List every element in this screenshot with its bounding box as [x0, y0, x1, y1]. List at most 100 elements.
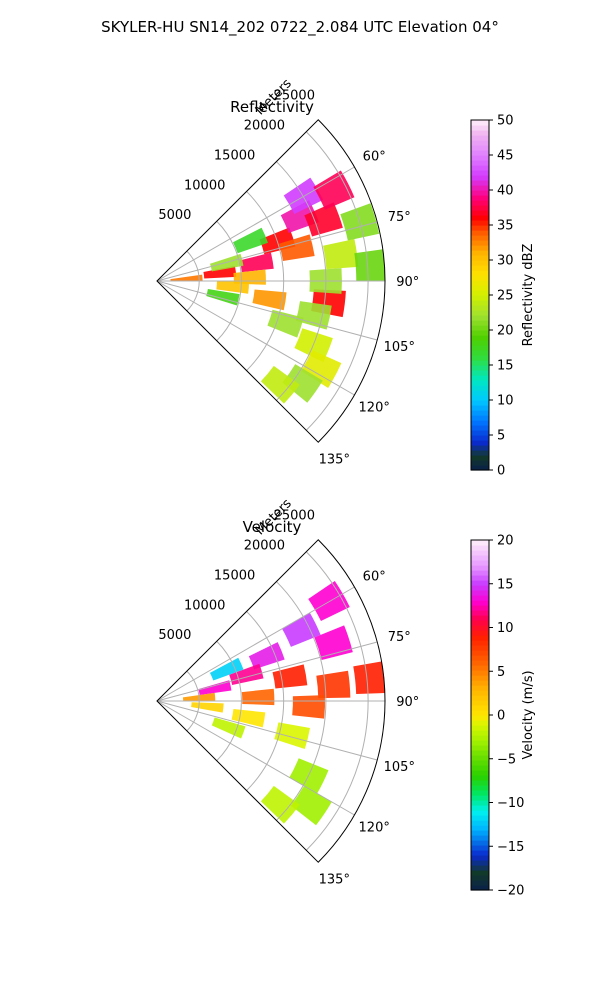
reflectivity-azimuth-spoke — [156, 166, 355, 282]
velocity-colorbar-swatch — [471, 810, 489, 816]
velocity-colorbar-swatch — [471, 575, 489, 581]
velocity-colorbar-swatch — [471, 580, 489, 586]
reflectivity-azimuth-tick-label: 60° — [363, 150, 386, 165]
reflectivity-colorbar-tick-label: 10 — [497, 394, 514, 409]
reflectivity-data-cell — [252, 289, 287, 311]
velocity-colorbar-tick-label: 0 — [497, 709, 505, 724]
reflectivity-colorbar-swatch — [471, 185, 489, 191]
reflectivity-colorbar-swatch — [471, 155, 489, 161]
reflectivity-data-cell — [313, 170, 355, 210]
reflectivity-colorbar-swatch — [471, 325, 489, 331]
velocity-colorbar-swatch — [471, 745, 489, 751]
velocity-colorbar-swatch — [471, 590, 489, 596]
velocity-colorbar-swatch — [471, 840, 489, 846]
velocity-range-tick-label: 20000 — [244, 539, 285, 554]
velocity-sector-outline — [156, 539, 386, 863]
velocity-colorbar-swatch — [471, 830, 489, 836]
velocity-colorbar-swatch — [471, 785, 489, 791]
velocity-data-cell — [308, 581, 350, 622]
reflectivity-panel: 500010000150002000025000Meters60°75°90°1… — [156, 76, 536, 479]
velocity-colorbar-swatch — [471, 720, 489, 726]
reflectivity-data-cell — [232, 227, 268, 254]
reflectivity-colorbar-tick-label: 30 — [497, 254, 514, 269]
reflectivity-azimuth-spoke — [156, 280, 378, 341]
reflectivity-colorbar-swatch — [471, 220, 489, 226]
reflectivity-colorbar-swatch — [471, 380, 489, 386]
velocity-data-cell — [209, 657, 244, 681]
velocity-colorbar-label: Velocity (m/s) — [521, 670, 536, 759]
velocity-data-cell — [260, 785, 300, 824]
reflectivity-colorbar-tick-label: 25 — [497, 289, 514, 304]
reflectivity-colorbar-swatch — [471, 150, 489, 156]
reflectivity-colorbar-swatch — [471, 450, 489, 456]
velocity-data-cell — [211, 717, 246, 739]
velocity-colorbar-swatch — [471, 710, 489, 716]
reflectivity-colorbar-swatch — [471, 175, 489, 181]
reflectivity-range-tick-label: 5000 — [158, 208, 191, 223]
reflectivity-data-field — [170, 170, 385, 404]
reflectivity-colorbar-swatch — [471, 435, 489, 441]
velocity-colorbar-tick-label: 20 — [497, 534, 514, 549]
velocity-colorbar-tick-label: −15 — [497, 840, 524, 855]
reflectivity-data-cell — [304, 202, 343, 237]
velocity-colorbar-swatch — [471, 855, 489, 861]
velocity-colorbar-swatch — [471, 615, 489, 621]
reflectivity-colorbar-swatch — [471, 330, 489, 336]
velocity-colorbar-swatch — [471, 540, 489, 546]
velocity-range-tick-label: 10000 — [184, 598, 225, 613]
reflectivity-colorbar-swatch — [471, 460, 489, 466]
velocity-colorbar-swatch — [471, 650, 489, 656]
velocity-colorbar-swatch — [471, 880, 489, 886]
reflectivity-colorbar-swatch — [471, 305, 489, 311]
velocity-colorbar-swatch — [471, 660, 489, 666]
reflectivity-colorbar-tick-label: 15 — [497, 359, 514, 374]
reflectivity-colorbar-swatch — [471, 440, 489, 446]
velocity-azimuth-tick-label: 75° — [388, 630, 411, 645]
reflectivity-data-cell — [323, 239, 359, 270]
velocity-azimuth-spoke — [156, 586, 355, 702]
reflectivity-title: Reflectivity — [230, 98, 314, 116]
velocity-colorbar-swatch — [471, 870, 489, 876]
reflectivity-colorbar-tick-label: 0 — [497, 464, 505, 479]
reflectivity-colorbar-swatch — [471, 300, 489, 306]
velocity-azimuth-tick-label: 105° — [384, 760, 415, 775]
reflectivity-colorbar-swatch — [471, 375, 489, 381]
velocity-colorbar-swatch — [471, 875, 489, 881]
velocity-colorbar-swatch — [471, 605, 489, 611]
velocity-colorbar-swatch — [471, 760, 489, 766]
velocity-colorbar-swatch — [471, 635, 489, 641]
reflectivity-colorbar-swatch — [471, 405, 489, 411]
velocity-colorbar-swatch — [471, 790, 489, 796]
reflectivity-colorbar-swatch — [471, 345, 489, 351]
velocity-colorbar-swatch — [471, 705, 489, 711]
reflectivity-colorbar-swatch — [471, 130, 489, 136]
velocity-colorbar-swatch — [471, 640, 489, 646]
reflectivity-colorbar-swatch — [471, 410, 489, 416]
reflectivity-colorbar-swatch — [471, 355, 489, 361]
reflectivity-colorbar-swatch — [471, 370, 489, 376]
reflectivity-range-tick-label: 10000 — [184, 178, 225, 193]
reflectivity-colorbar-swatch — [471, 230, 489, 236]
velocity-colorbar-swatch — [471, 775, 489, 781]
velocity-colorbar-swatch — [471, 695, 489, 701]
velocity-range-tick-label: 25000 — [274, 509, 315, 524]
velocity-colorbar-swatch — [471, 550, 489, 556]
velocity-colorbar-swatch — [471, 845, 489, 851]
reflectivity-colorbar-swatch — [471, 180, 489, 186]
reflectivity-data-cell — [170, 274, 203, 281]
velocity-data-cell — [241, 688, 275, 706]
reflectivity-colorbar-swatch — [471, 120, 489, 126]
reflectivity-colorbar-swatch — [471, 465, 489, 471]
velocity-colorbar-swatch — [471, 780, 489, 786]
reflectivity-colorbar-swatch — [471, 145, 489, 151]
velocity-colorbar-swatch — [471, 600, 489, 606]
velocity-azimuth-spoke — [156, 641, 378, 702]
velocity-colorbar-swatch — [471, 595, 489, 601]
reflectivity-azimuth-tick-label: 120° — [359, 400, 390, 415]
reflectivity-colorbar-swatch — [471, 295, 489, 301]
velocity-azimuth-tick-label: 90° — [396, 695, 419, 710]
velocity-colorbar-swatch — [471, 610, 489, 616]
reflectivity-colorbar-tick-label: 5 — [497, 429, 505, 444]
reflectivity-colorbar-swatch — [471, 350, 489, 356]
reflectivity-colorbar-swatch — [471, 265, 489, 271]
